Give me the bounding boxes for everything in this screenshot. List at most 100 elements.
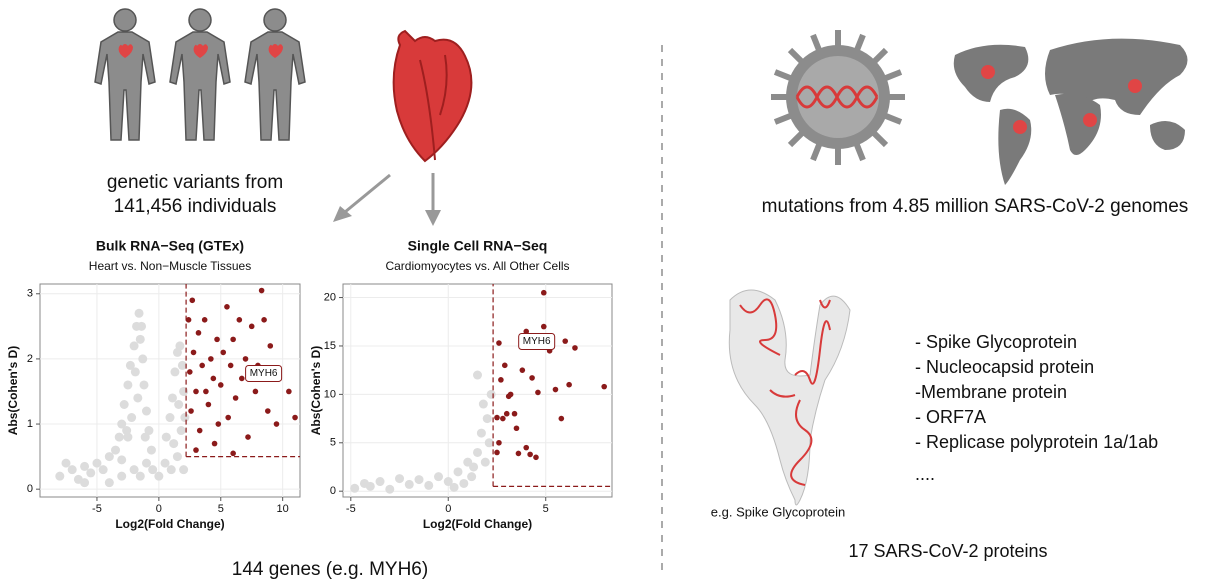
data-point <box>127 413 137 423</box>
chart-subtitle: Heart vs. Non−Muscle Tissues <box>89 259 251 273</box>
data-point <box>478 399 488 409</box>
data-point <box>424 480 434 490</box>
data-point <box>385 484 395 494</box>
plot-panel <box>342 283 613 498</box>
data-point <box>180 413 190 423</box>
data-point <box>540 289 547 296</box>
data-point <box>122 426 132 436</box>
data-point <box>137 321 147 331</box>
caption: e.g. Spike Glycoprotein <box>711 504 845 519</box>
data-point <box>210 375 217 382</box>
data-point <box>473 370 482 380</box>
data-point <box>480 457 490 467</box>
x-tick-label: -5 <box>346 503 356 515</box>
data-point <box>161 432 171 442</box>
x-tick-label: 10 <box>277 503 289 515</box>
data-point <box>494 414 500 421</box>
x-tick-label: -5 <box>92 503 102 515</box>
data-point <box>179 465 189 475</box>
data-point <box>230 450 236 457</box>
data-point <box>193 388 199 395</box>
data-point <box>540 323 547 330</box>
data-point <box>215 421 222 427</box>
data-point <box>104 452 114 462</box>
data-point <box>443 477 453 487</box>
data-point <box>359 478 369 488</box>
data-point <box>224 303 230 310</box>
annotation-box <box>245 364 283 382</box>
data-point <box>172 452 182 462</box>
data-point <box>135 471 145 481</box>
data-point <box>535 389 541 396</box>
caption: 17 SARS-CoV-2 proteins <box>848 541 1047 561</box>
data-point <box>135 334 145 344</box>
person-icon <box>94 8 156 141</box>
data-point <box>572 345 578 351</box>
x-tick-label: 0 <box>445 503 451 515</box>
list-item: - Replicase polyprotein 1a/1ab <box>915 432 1158 452</box>
data-point <box>146 445 156 455</box>
person-icon <box>169 8 231 141</box>
data-point <box>138 354 148 364</box>
data-point <box>125 360 135 370</box>
annotation-box <box>518 333 556 351</box>
data-point <box>189 297 196 304</box>
data-point <box>248 323 255 330</box>
data-point <box>92 458 102 468</box>
data-point <box>267 343 274 349</box>
data-point <box>167 393 177 403</box>
virus-icon <box>771 30 905 165</box>
data-point <box>176 426 186 436</box>
data-point <box>245 434 251 440</box>
caption: genetic variants from <box>107 172 283 193</box>
data-point <box>453 467 463 477</box>
data-point <box>486 389 496 399</box>
data-point <box>519 367 526 373</box>
data-point <box>225 414 231 421</box>
data-point <box>498 377 504 383</box>
chart-title: Bulk RNA−Seq (GTEx) <box>96 238 244 254</box>
data-point <box>175 341 185 351</box>
data-point <box>217 382 224 388</box>
x-tick-label: 5 <box>543 503 549 515</box>
data-point <box>104 478 114 488</box>
data-point <box>117 455 127 465</box>
data-point <box>140 432 150 442</box>
data-point <box>144 426 154 436</box>
data-point <box>476 428 486 438</box>
data-point <box>552 386 559 393</box>
data-point <box>494 449 500 456</box>
list-item: - Nucleocapsid protein <box>915 357 1094 377</box>
data-point <box>203 388 209 395</box>
data-point <box>566 381 572 388</box>
y-tick-label: 1 <box>27 418 33 430</box>
data-point <box>232 395 239 401</box>
data-point <box>513 425 520 432</box>
data-point <box>119 400 129 410</box>
world-map <box>953 38 1188 185</box>
data-point <box>208 356 214 362</box>
data-point <box>230 336 236 343</box>
data-point <box>205 401 212 408</box>
data-point <box>130 367 140 377</box>
data-point <box>286 388 292 395</box>
list-item: - Spike Glycoprotein <box>915 332 1077 352</box>
data-point <box>523 444 530 451</box>
data-point <box>166 465 176 475</box>
y-tick-label: 0 <box>27 483 33 495</box>
y-tick-label: 2 <box>27 353 33 365</box>
data-point <box>190 349 197 356</box>
data-point <box>117 471 127 481</box>
heart-icon <box>392 29 473 163</box>
data-point <box>414 475 424 485</box>
x-tick-label: 5 <box>218 503 224 515</box>
caption: 144 genes (e.g. MYH6) <box>232 559 428 580</box>
list-item: - ORF7A <box>915 407 986 427</box>
chart-subtitle: Cardiomyocytes vs. All Other Cells <box>385 259 569 273</box>
data-point <box>484 438 494 448</box>
data-point <box>160 458 170 468</box>
data-point <box>395 474 405 484</box>
data-point <box>174 400 184 410</box>
data-point <box>227 362 234 369</box>
arrows <box>333 173 441 226</box>
